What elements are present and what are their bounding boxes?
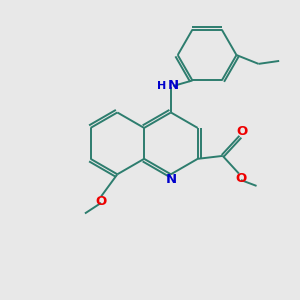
Text: O: O xyxy=(237,125,248,138)
Text: N: N xyxy=(168,80,179,92)
Text: O: O xyxy=(95,195,107,208)
Text: O: O xyxy=(235,172,247,185)
Text: H: H xyxy=(157,81,166,91)
Text: N: N xyxy=(165,173,176,186)
